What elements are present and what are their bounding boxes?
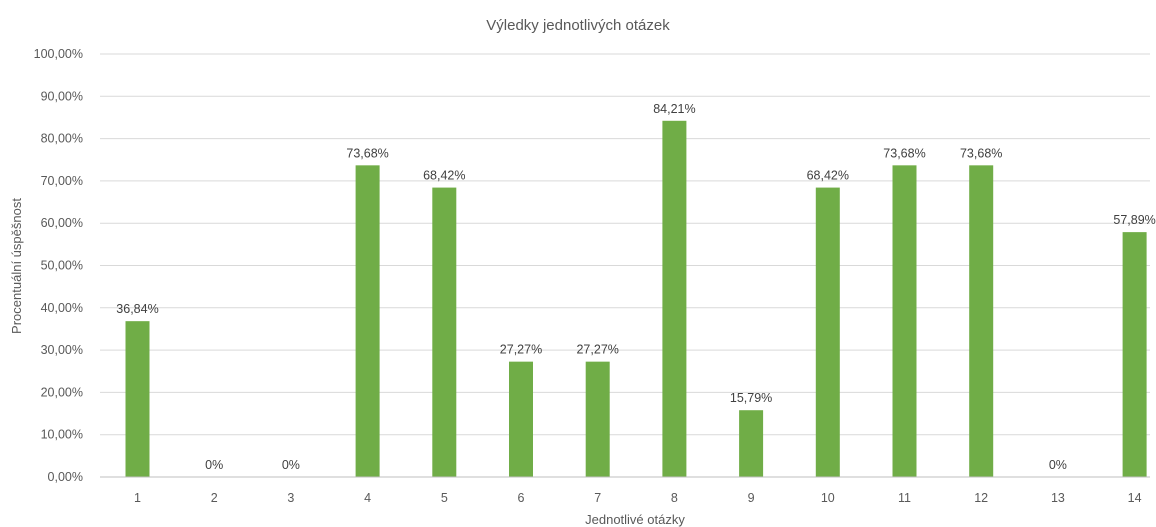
data-label-question-3: 0% [282, 458, 300, 472]
y-tick-label: 90,00% [41, 89, 83, 103]
data-label-question-5: 68,42% [423, 169, 465, 183]
x-tick-label: 12 [974, 491, 988, 505]
data-label-question-11: 73,68% [883, 146, 925, 160]
y-tick-label: 10,00% [41, 428, 83, 442]
data-label-question-14: 57,89% [1113, 213, 1155, 227]
data-label-question-6: 27,27% [500, 343, 542, 357]
x-tick-label: 5 [441, 491, 448, 505]
bar-question-14 [1122, 232, 1147, 477]
data-labels: 36,84% 0% 0% 73,68% 68,42% 27,27% 27,27% 84,21%… [116, 102, 1156, 472]
x-tick-label: 4 [364, 491, 371, 505]
bars [125, 120, 1147, 478]
bar-question-6 [509, 361, 533, 477]
data-label-question-2: 0% [205, 458, 223, 472]
chart-title: Výledky jednotlivých otázek [486, 17, 670, 34]
bar-question-8 [662, 120, 687, 478]
y-tick-label: 100,00% [34, 47, 83, 61]
bar-question-9 [739, 410, 764, 477]
data-label-question-13: 0% [1049, 458, 1067, 472]
x-tick-label: 14 [1128, 491, 1142, 505]
x-tick-label: 1 [134, 491, 141, 505]
y-tick-label: 70,00% [41, 174, 83, 188]
bar-question-5 [432, 187, 457, 477]
bar-question-10 [815, 187, 840, 477]
bar-question-12 [969, 165, 994, 477]
x-tick-label: 2 [211, 491, 218, 505]
y-tick-label: 60,00% [41, 216, 83, 230]
bar-question-4 [355, 165, 380, 477]
data-label-question-7: 27,27% [576, 343, 618, 357]
x-tick-label: 7 [594, 491, 601, 505]
bar-question-7 [585, 361, 610, 477]
x-axis-tick-labels: 1 2 3 4 5 6 7 8 9 10 11 12 13 14 [134, 491, 1142, 505]
data-label-question-8: 84,21% [653, 102, 695, 116]
x-tick-label: 9 [748, 491, 755, 505]
x-tick-label: 8 [671, 491, 678, 505]
y-tick-label: 80,00% [41, 132, 83, 146]
x-tick-label: 6 [518, 491, 525, 505]
x-tick-label: 10 [821, 491, 835, 505]
bar-question-11 [892, 165, 917, 477]
y-axis-title: Procentuální úspěšnost [9, 198, 24, 334]
y-tick-label: 30,00% [41, 343, 83, 357]
data-label-question-10: 68,42% [807, 169, 849, 183]
x-tick-label: 3 [287, 491, 294, 505]
data-label-question-1: 36,84% [116, 302, 158, 316]
gridlines [100, 53, 1150, 436]
x-tick-label: 11 [898, 491, 911, 505]
bar-question-1 [125, 321, 150, 477]
y-tick-label: 50,00% [41, 259, 83, 273]
x-tick-label: 13 [1051, 491, 1065, 505]
y-tick-label: 0,00% [48, 470, 83, 484]
y-tick-label: 40,00% [41, 301, 83, 315]
x-axis-title: Jednotlivé otázky [585, 512, 685, 527]
data-label-question-9: 15,79% [730, 391, 772, 405]
data-label-question-4: 73,68% [346, 146, 388, 160]
y-axis-tick-labels: 0,00% 10,00% 20,00% 30,00% 40,00% 50,00% 60,00… [34, 47, 83, 484]
y-tick-label: 20,00% [41, 385, 83, 399]
data-label-question-12: 73,68% [960, 146, 1002, 160]
